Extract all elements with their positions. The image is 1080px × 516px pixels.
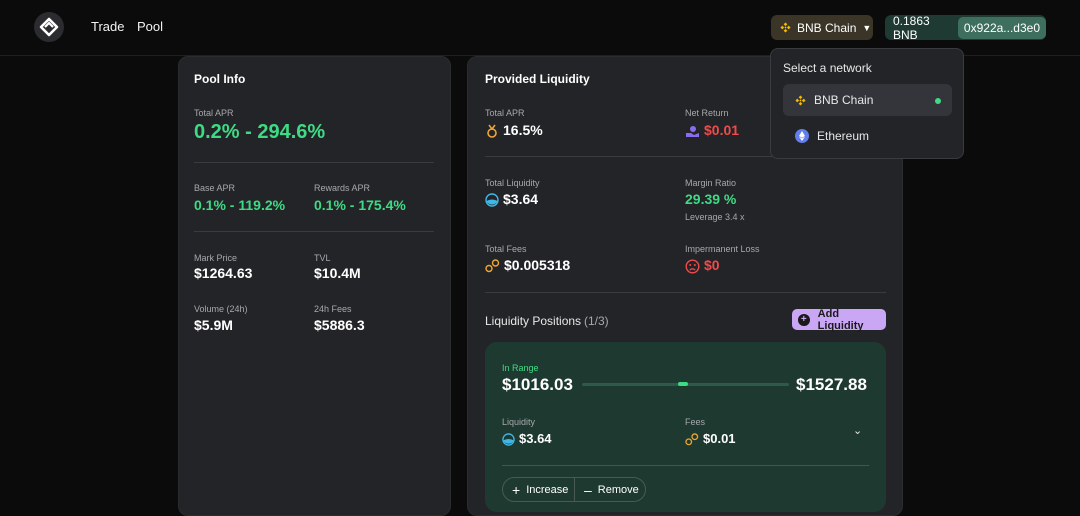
pool-info-title: Pool Info [194,72,246,86]
leverage-text: Leverage 3.4 x [685,212,745,222]
expand-chevron-icon[interactable]: ⌄ [853,425,863,437]
total-liquidity-value: $3.64 [503,191,539,207]
margin-ratio-label: Margin Ratio [685,178,737,188]
network-dropdown: Select a network BNB Chain Ethereum [770,48,964,159]
plus-circle-icon: + [798,313,810,326]
volume-value: $5.9M [194,317,233,333]
rewards-apr-label: Rewards APR [314,183,371,193]
margin-ratio-value: 29.39 % [685,191,737,207]
tvl-label: TVL [314,253,331,263]
base-apr-label: Base APR [194,183,236,193]
increase-label: Increase [526,483,569,496]
position-card [485,342,886,512]
position-liquidity-label: Liquidity [502,417,536,427]
ethereum-icon [795,129,809,143]
remove-label: Remove [597,483,639,496]
sad-face-icon [685,259,700,274]
position-min-price: $1016.03 [502,375,573,394]
total-fees-label: Total Fees [485,244,527,254]
position-liquidity-value: $3.64 [519,431,552,446]
wallet-address[interactable]: 0x922a...d3e0 [957,16,1046,39]
app-logo[interactable] [34,12,64,42]
positions-count: (1/3) [584,314,609,328]
fees-24h-value: $5886.3 [314,317,365,333]
position-fees-value: $0.01 [703,431,736,446]
position-actions: + Increase – Remove [502,477,646,502]
impermanent-loss-label: Impermanent Loss [685,244,760,254]
nav-trade[interactable]: Trade [91,19,125,34]
total-fees-value: $0.005318 [504,257,571,273]
divider [194,231,434,232]
bnb-icon [780,22,791,33]
network-dropdown-title: Select a network [783,61,872,75]
current-price-marker [678,382,688,386]
volume-label: Volume (24h) [194,304,248,314]
network-option-label: BNB Chain [814,93,874,107]
position-max-price: $1527.88 [796,375,867,394]
divider [194,162,434,163]
chevron-down-icon: ▼ [862,22,872,33]
plus-icon: + [512,481,521,498]
total-liquidity-label: Total Liquidity [485,178,540,188]
rewards-apr-value: 0.1% - 175.4% [314,197,406,213]
net-return-label: Net Return [685,108,729,118]
provided-total-apr-label: Total APR [485,108,525,118]
net-return-value: $0.01 [704,122,740,138]
total-apr-label: Total APR [194,108,234,118]
fees-24h-label: 24h Fees [314,304,352,314]
increase-button[interactable]: + Increase [503,478,575,501]
divider [485,292,886,293]
position-status: In Range [502,363,539,373]
liquidity-positions-title: Liquidity Positions [485,314,582,328]
pool-info-card [178,56,451,516]
logo-icon [39,17,59,37]
bnb-icon [795,94,806,106]
add-liquidity-label: Add Liquidity [817,307,864,332]
money-hand-icon [686,125,699,137]
top-bar: Trade Pool BNB Chain ▼ 0.1863 BNB 0x922a… [0,0,1080,56]
coins-icon [485,259,500,273]
nav-pool[interactable]: Pool [137,19,164,34]
network-option-ethereum[interactable]: Ethereum [783,120,952,152]
provided-liquidity-title: Provided Liquidity [485,72,590,86]
minus-icon: – [584,481,592,498]
divider [485,156,886,157]
mark-price-value: $1264.63 [194,265,253,281]
add-liquidity-button[interactable]: + Add Liquidity [792,307,886,332]
network-option-bnb[interactable]: BNB Chain [783,84,952,116]
coins-icon [685,433,699,446]
droplet-icon [485,193,499,207]
tvl-value: $10.4M [314,265,361,281]
impermanent-loss-value: $0 [704,257,720,273]
network-selector-button[interactable]: BNB Chain ▼ [771,15,873,40]
divider [502,465,869,466]
mark-price-label: Mark Price [194,253,238,263]
base-apr-value: 0.1% - 119.2% [194,197,286,213]
wallet-button[interactable]: 0.1863 BNB 0x922a...d3e0 [885,13,1046,42]
droplet-icon [502,433,515,446]
selected-indicator-icon [935,98,941,104]
remove-button[interactable]: – Remove [575,478,639,501]
total-apr-value: 0.2% - 294.6% [194,121,326,143]
provided-total-apr-value: 16.5% [503,122,543,138]
position-fees-label: Fees [685,417,706,427]
network-label: BNB Chain [797,20,857,35]
medal-icon [487,124,497,139]
wallet-balance: 0.1863 BNB [893,13,930,42]
network-option-label: Ethereum [817,129,870,143]
